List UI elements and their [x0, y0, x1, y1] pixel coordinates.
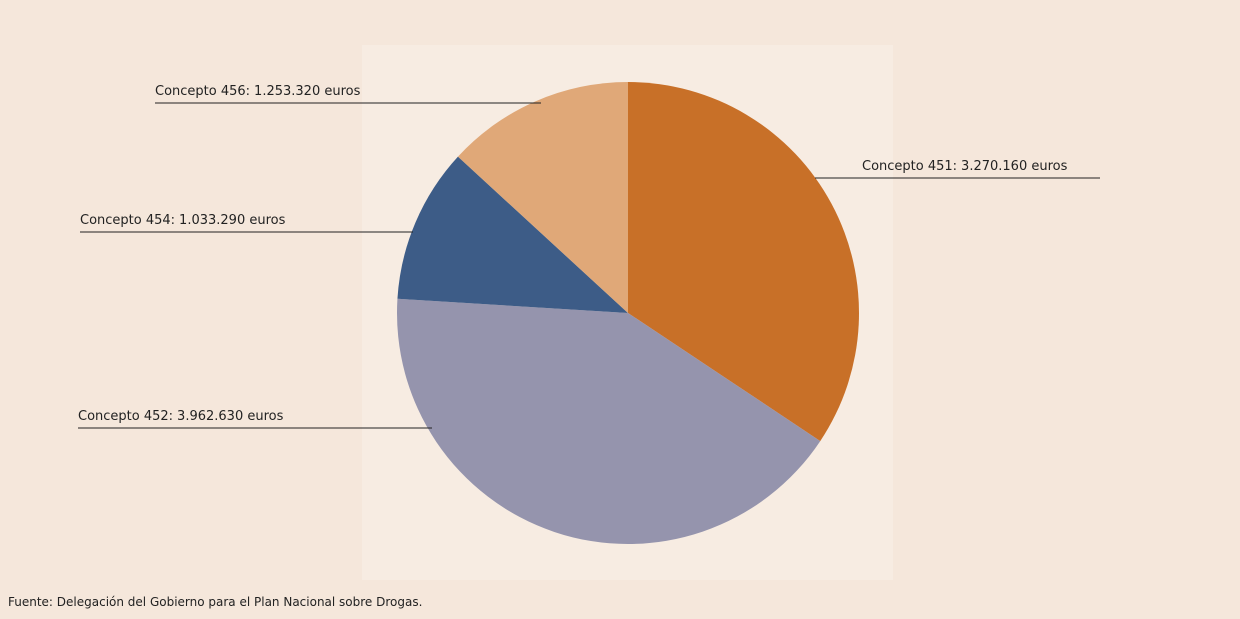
pie-slice: [397, 156, 628, 313]
value-label: 1.253.320 euros: [254, 84, 361, 99]
category-label: Concepto 454:: [80, 213, 175, 228]
pie-slice: [397, 298, 821, 545]
slice-label: Concepto 456: 1.253.320 euros: [155, 84, 361, 99]
category-label: Concepto 452:: [78, 409, 173, 424]
pie-slice: [457, 82, 628, 313]
value-label: 3.962.630 euros: [177, 409, 284, 424]
pie-slice: [628, 82, 859, 442]
value-label: 1.033.290 euros: [179, 213, 286, 228]
slice-label: Concepto 451: 3.270.160 euros: [862, 159, 1068, 174]
category-label: Concepto 456:: [155, 84, 250, 99]
source-note: Fuente: Delegación del Gobierno para el …: [8, 595, 422, 609]
category-label: Concepto 451:: [862, 159, 957, 174]
slice-label: Concepto 452: 3.962.630 euros: [78, 409, 284, 424]
value-label: 3.270.160 euros: [961, 159, 1068, 174]
slice-label: Concepto 454: 1.033.290 euros: [80, 213, 286, 228]
